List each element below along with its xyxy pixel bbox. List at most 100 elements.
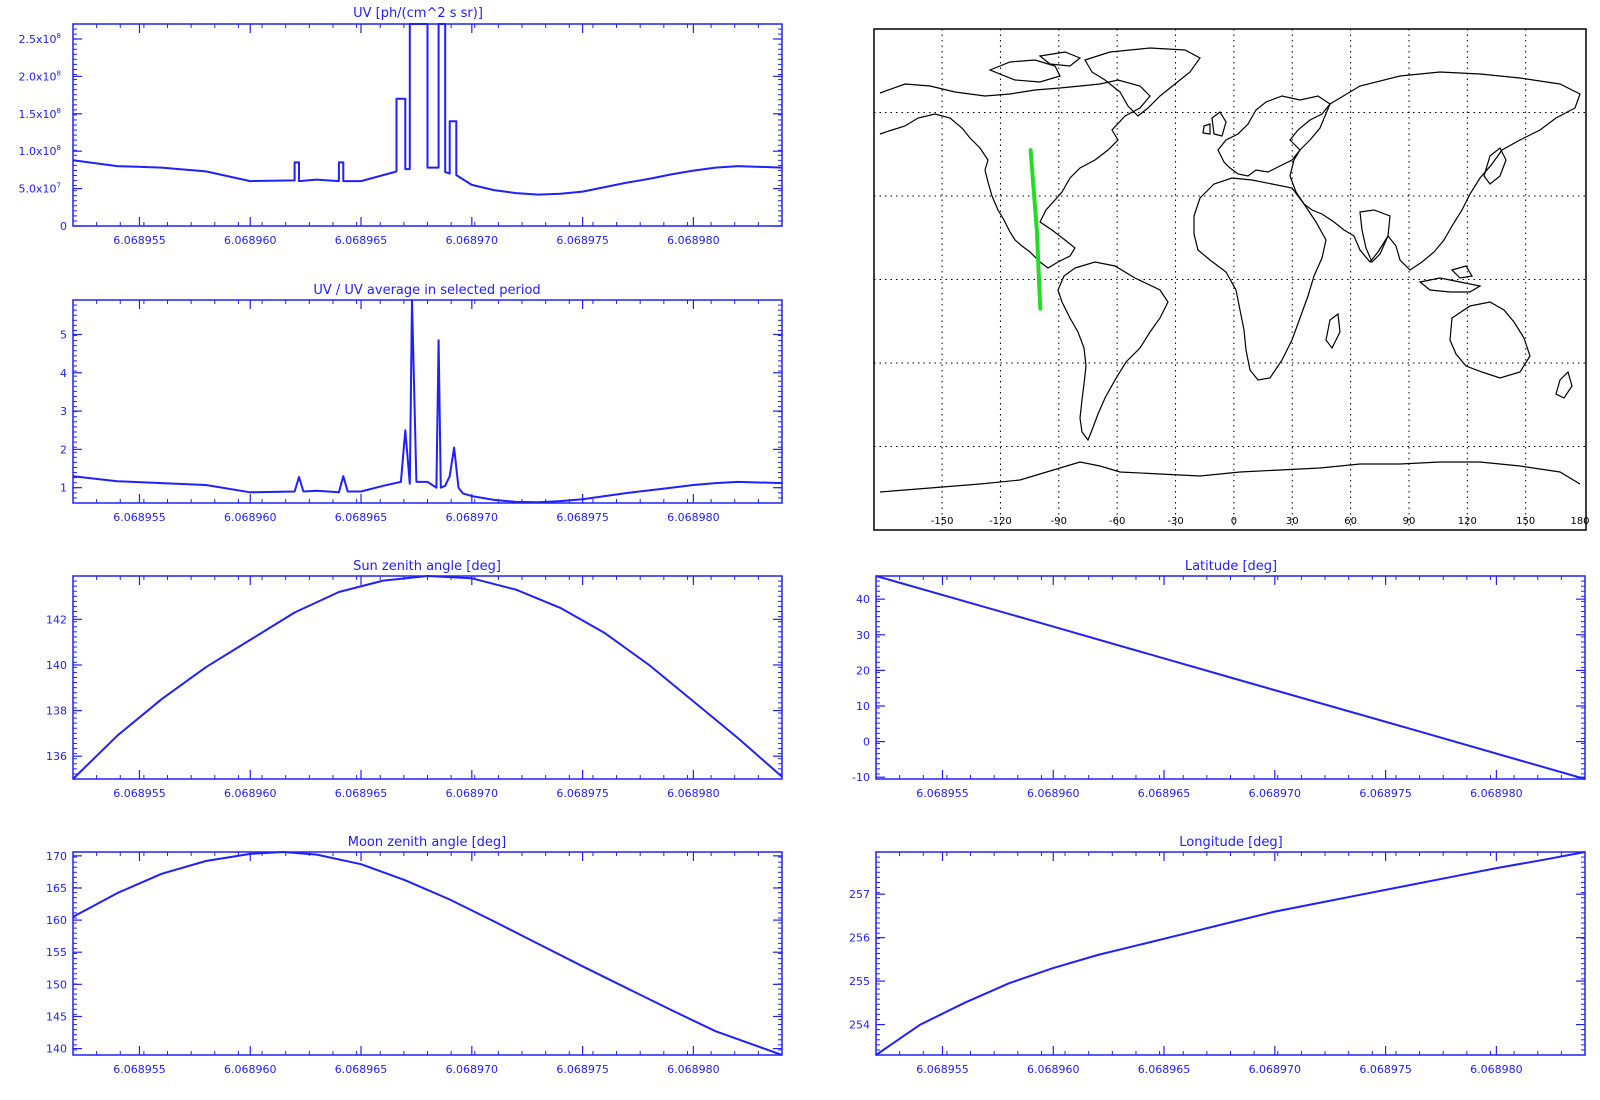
x-tick-label: 6.068955 (113, 234, 166, 247)
x-tick-label: 6.068980 (667, 1063, 720, 1076)
y-tick-label: 10 (856, 700, 870, 713)
x-tick-label: 6.068975 (1359, 787, 1412, 800)
coastline-madagascar (1325, 312, 1341, 350)
x-tick-label: 6.068970 (446, 1063, 499, 1076)
moon-plot-frame (72, 851, 783, 1056)
uv-title: UV [ph/(cm^2 s sr)] (353, 6, 483, 21)
x-tick-label: 6.068970 (1249, 1063, 1302, 1076)
longitude-series-line (875, 851, 1586, 1056)
x-tick-label: 6.068970 (1249, 787, 1302, 800)
x-tick-label: 6.068955 (916, 787, 969, 800)
x-tick-label: 6.068960 (1027, 1063, 1080, 1076)
map-graticule (874, 29, 1586, 530)
x-tick-label: 6.068975 (556, 234, 609, 247)
x-tick-label: 6.068980 (667, 511, 720, 524)
x-tick-label: 6.068960 (224, 234, 277, 247)
y-tick-label: -10 (852, 771, 870, 784)
x-tick-label: 6.068965 (335, 511, 388, 524)
y-tick-label: 160 (46, 914, 67, 927)
map-lon-tick-label: -30 (1167, 516, 1183, 527)
sun-plot-frame (72, 575, 783, 780)
x-tick-label: 6.068955 (113, 787, 166, 800)
x-tick-label: 6.068975 (556, 511, 609, 524)
y-tick-label: 1.5x108 (19, 107, 61, 121)
y-tick-label: 4 (60, 367, 67, 380)
latitude-series-line (875, 575, 1586, 780)
longitude-panel: Longitude [deg] (875, 835, 1586, 1056)
coastline-new-zealand (1555, 370, 1573, 399)
x-tick-label: 6.068955 (916, 1063, 969, 1076)
y-tick-label: 20 (856, 664, 870, 677)
coastline-india (1359, 209, 1391, 264)
y-tick-label: 1 (60, 482, 67, 495)
chart-marks: 6.068955 6.068960 6.068965 6.068970 6.068975… (19, 23, 1586, 1076)
coastline-antarctica (879, 461, 1581, 493)
y-tick-label: 145 (46, 1010, 67, 1023)
x-tick-label: 6.068970 (446, 234, 499, 247)
y-tick-label: 40 (856, 593, 870, 606)
coastline-greenland (1084, 47, 1201, 117)
longitude-title: Longitude [deg] (1179, 835, 1282, 850)
sun-panel: Sun zenith angle [deg] (72, 559, 783, 780)
x-tick-label: 6.068970 (446, 511, 499, 524)
coastline-north-america (879, 79, 1151, 269)
ratio-plot-frame (72, 299, 783, 504)
y-tick-label: 0 (863, 736, 870, 749)
x-tick-label: 6.068960 (224, 511, 277, 524)
coastline-japan (1483, 147, 1507, 185)
longitude-plot-frame (875, 851, 1586, 1056)
coastline-south-america (1057, 261, 1169, 442)
map-lon-tick-label: 90 (1403, 516, 1416, 527)
y-tick-label: 257 (849, 888, 870, 901)
ratio-title: UV / UV average in selected period (313, 283, 540, 298)
x-tick-label: 6.068980 (1470, 787, 1523, 800)
coastline-australia (1449, 301, 1531, 379)
map-lon-tick-label: 0 (1231, 516, 1237, 527)
map-lon-tick-label: -60 (1109, 516, 1125, 527)
y-tick-label: 5.0x107 (19, 182, 61, 196)
x-tick-label: 6.068955 (113, 1063, 166, 1076)
y-tick-label: 256 (849, 932, 870, 945)
x-tick-label: 6.068975 (556, 787, 609, 800)
moon-title: Moon zenith angle [deg] (348, 835, 506, 850)
map-lon-tick-label: 30 (1286, 516, 1299, 527)
map-lon-tick-label: 60 (1344, 516, 1357, 527)
y-tick-label: 5 (60, 328, 67, 341)
x-tick-label: 6.068975 (556, 1063, 609, 1076)
x-tick-label: 6.068960 (224, 1063, 277, 1076)
sun-title: Sun zenith angle [deg] (353, 559, 501, 574)
x-tick-label: 6.068955 (113, 511, 166, 524)
coastline-arctic-islands (988, 51, 1082, 83)
satellite-track (1028, 148, 1043, 311)
x-tick-label: 6.068965 (335, 1063, 388, 1076)
y-tick-label: 2.0x108 (19, 69, 61, 83)
x-tick-label: 6.068975 (1359, 1063, 1412, 1076)
y-tick-label: 140 (46, 659, 67, 672)
map-lon-tick-label: -90 (1051, 516, 1067, 527)
y-tick-label: 2 (60, 443, 67, 456)
coastline-europe (1217, 95, 1331, 177)
y-tick-label: 3 (60, 405, 67, 418)
y-tick-label: 150 (46, 978, 67, 991)
longitude-marks: 6.068955 6.068960 6.068965 6.068970 6.068975… (849, 851, 1586, 1076)
world-map-panel: -150 -120 -90 -60 -30 0 30 60 90 120 150 180 (873, 28, 1590, 531)
sun-marks: 6.068955 6.068960 6.068965 6.068970 6.068975… (46, 575, 783, 800)
x-tick-label: 6.068965 (1138, 1063, 1191, 1076)
moon-marks: 6.068955 6.068960 6.068965 6.068970 6.068975… (46, 850, 783, 1076)
x-tick-label: 6.068970 (446, 787, 499, 800)
y-tick-label: 255 (849, 975, 870, 988)
coastline-africa (1193, 177, 1327, 381)
sun-series-line (72, 575, 783, 780)
map-lon-tick-label: 180 (1570, 516, 1589, 527)
coastline-indonesia (1418, 265, 1482, 293)
y-tick-label: 140 (46, 1043, 67, 1056)
x-tick-label: 6.068965 (335, 234, 388, 247)
map-lon-tick-label: 150 (1516, 516, 1535, 527)
y-tick-label: 142 (46, 613, 67, 626)
map-lon-tick-label: -150 (931, 516, 954, 527)
y-tick-label: 170 (46, 850, 67, 863)
ratio-panel: UV / UV average in selected period (72, 283, 783, 504)
x-tick-label: 6.068960 (224, 787, 277, 800)
map-lon-tick-label: 120 (1458, 516, 1477, 527)
